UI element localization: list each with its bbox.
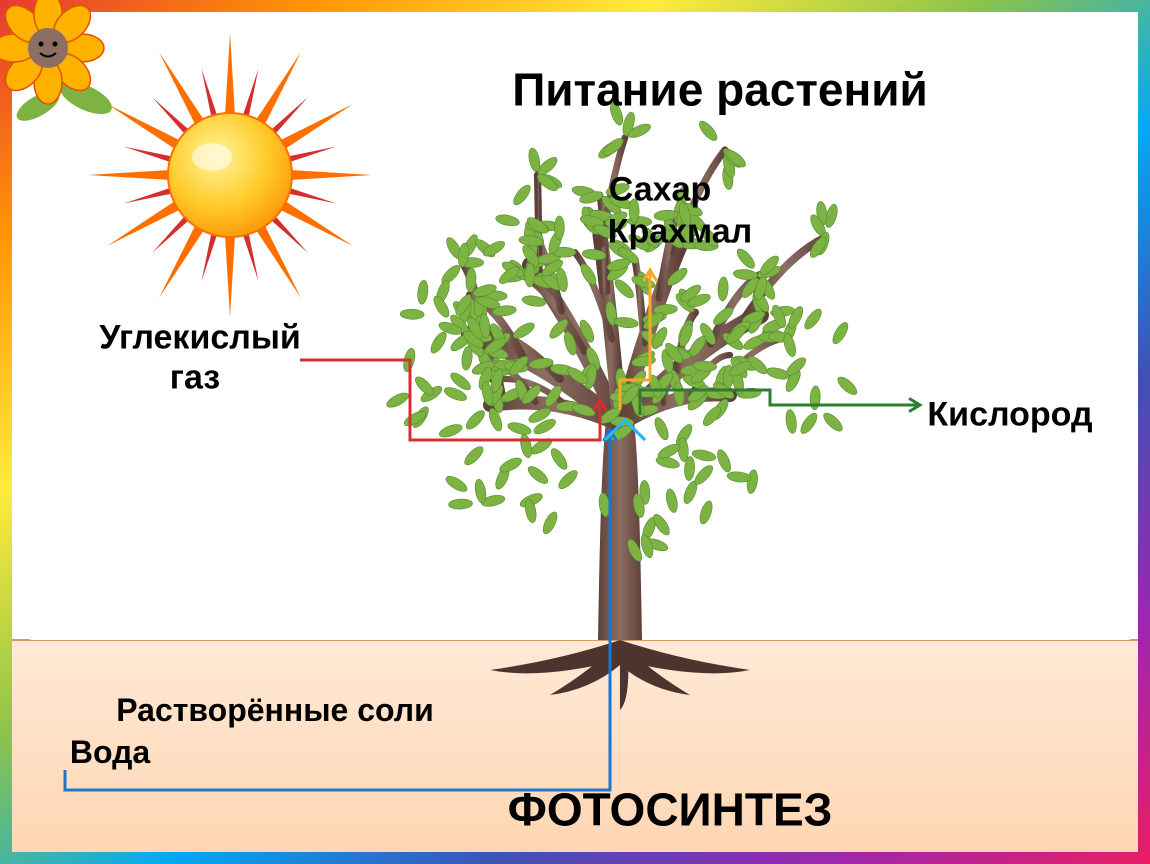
- label-salts: Растворённые соли: [116, 691, 434, 729]
- label-sugar: Сахар: [609, 170, 711, 211]
- label-photosynthesis: ФОТОСИНТЕЗ: [508, 782, 833, 837]
- label-oxygen: Кислород: [927, 395, 1092, 436]
- label-co2-line2: газ: [170, 358, 220, 399]
- page-title: Питание растений: [512, 62, 928, 117]
- label-co2-line1: Углекислый: [99, 318, 301, 359]
- label-starch: Крахмал: [608, 212, 753, 253]
- label-water: Вода: [70, 733, 150, 771]
